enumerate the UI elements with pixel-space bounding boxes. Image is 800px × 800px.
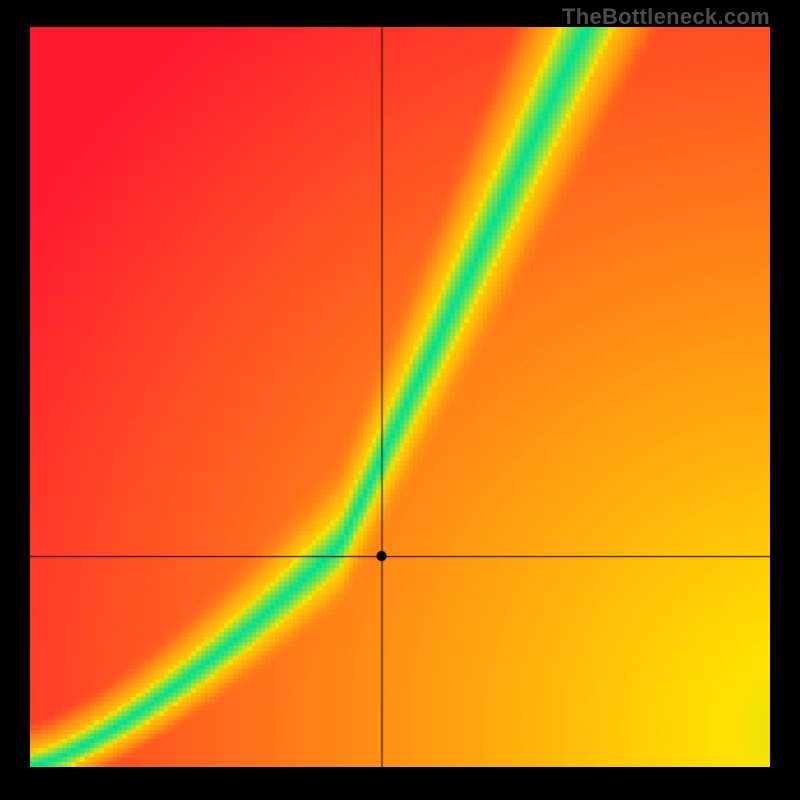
bottleneck-heatmap	[30, 27, 770, 767]
watermark-label: TheBottleneck.com	[562, 4, 770, 30]
stage: TheBottleneck.com	[0, 0, 800, 800]
